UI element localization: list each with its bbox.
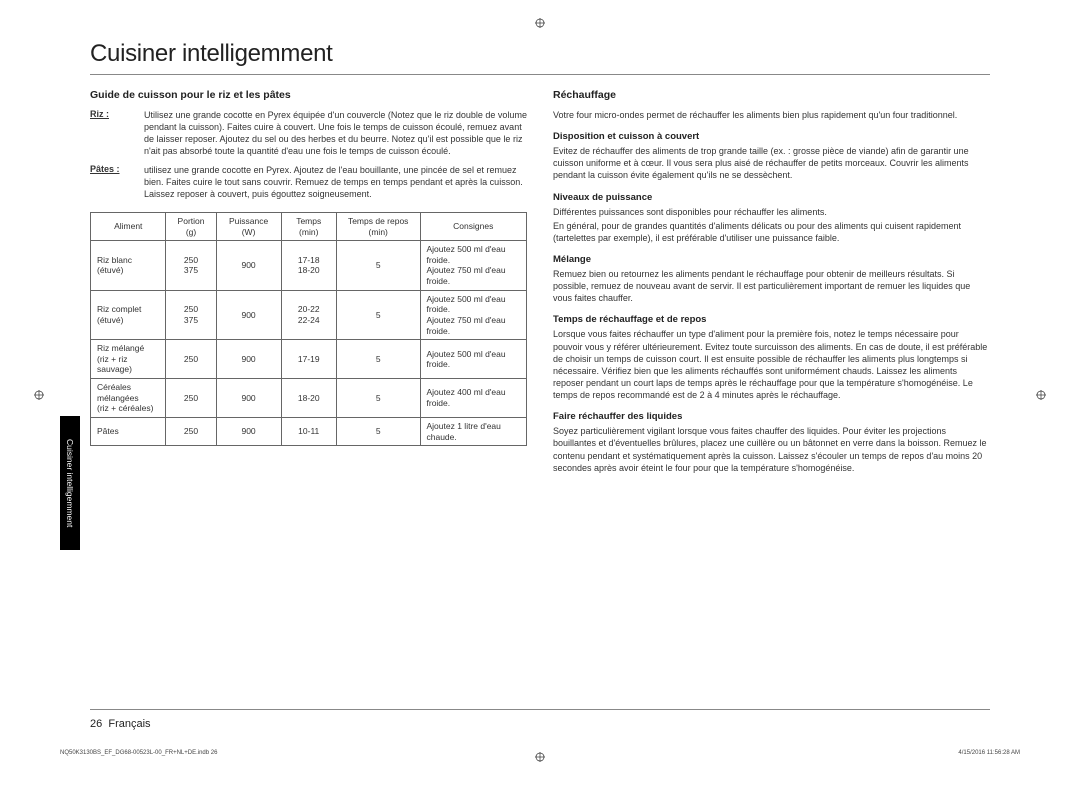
side-tab: Cuisiner intelligemment	[60, 416, 80, 550]
footer-page: 26	[90, 718, 102, 730]
right-column: Réchauffage Votre four micro-ondes perme…	[553, 89, 990, 476]
table-cell: 250375	[166, 290, 216, 340]
table-row: Riz mélangé(riz + riz sauvage)25090017-1…	[91, 340, 527, 379]
table-cell: 10-11	[281, 417, 336, 445]
section-heading: Temps de réchauffage et de repos	[553, 314, 990, 325]
table-cell: 20-2222-24	[281, 290, 336, 340]
table-cell: 250	[166, 379, 216, 418]
section-heading: Faire réchauffer des liquides	[553, 411, 990, 422]
meta-bottom-right: 4/15/2016 11:56:28 AM	[958, 750, 1020, 756]
table-cell: 5	[336, 417, 420, 445]
table-cell: 17-19	[281, 340, 336, 379]
crop-mark-bottom	[535, 752, 545, 762]
definition-body: Utilisez une grande cocotte en Pyrex équ…	[144, 109, 527, 158]
table-cell: Ajoutez 400 ml d'eau froide.	[420, 379, 527, 418]
table-cell: Céréalesmélangées(riz + céréales)	[91, 379, 166, 418]
definition-row: Pâtes : utilisez une grande cocotte en P…	[90, 164, 527, 200]
section-paragraph: Lorsque vous faites réchauffer un type d…	[553, 328, 990, 401]
left-column: Guide de cuisson pour le riz et les pâte…	[90, 89, 527, 476]
table-cell: 250	[166, 417, 216, 445]
section-heading: Mélange	[553, 254, 990, 265]
table-cell: Riz complet(étuvé)	[91, 290, 166, 340]
meta-bottom-left: NQ50K3130BS_EF_DG68-00523L-00_FR+NL+DE.i…	[60, 750, 217, 756]
definition-term: Riz :	[90, 109, 134, 158]
table-row: Céréalesmélangées(riz + céréales)2509001…	[91, 379, 527, 418]
table-row: Riz blanc(étuvé)25037590017-1818-205Ajou…	[91, 241, 527, 291]
columns: Guide de cuisson pour le riz et les pâte…	[90, 89, 990, 476]
page-title: Cuisiner intelligemment	[90, 40, 990, 68]
left-heading: Guide de cuisson pour le riz et les pâte…	[90, 89, 527, 101]
th-aliment: Aliment	[91, 212, 166, 240]
definition-term: Pâtes :	[90, 164, 134, 200]
th-puissance: Puissance (W)	[216, 212, 281, 240]
right-heading: Réchauffage	[553, 89, 990, 101]
th-repos: Temps de repos (min)	[336, 212, 420, 240]
table-cell: 5	[336, 241, 420, 291]
table-cell: 5	[336, 379, 420, 418]
table-cell: 900	[216, 290, 281, 340]
table-cell: 5	[336, 340, 420, 379]
section-heading: Disposition et cuisson à couvert	[553, 131, 990, 142]
table-cell: 900	[216, 379, 281, 418]
table-cell: 250	[166, 340, 216, 379]
section-paragraph: En général, pour de grandes quantités d'…	[553, 220, 990, 244]
footer-rule	[90, 709, 990, 710]
table-cell: 5	[336, 290, 420, 340]
table-cell: 17-1818-20	[281, 241, 336, 291]
table-row: Riz complet(étuvé)25037590020-2222-245Aj…	[91, 290, 527, 340]
definition-row: Riz : Utilisez une grande cocotte en Pyr…	[90, 109, 527, 158]
section-paragraph: Différentes puissances sont disponibles …	[553, 206, 990, 218]
th-temps: Temps (min)	[281, 212, 336, 240]
table-header-row: Aliment Portion (g) Puissance (W) Temps …	[91, 212, 527, 240]
table-cell: 900	[216, 340, 281, 379]
section-paragraph: Soyez particulièrement vigilant lorsque …	[553, 425, 990, 474]
table-cell: 900	[216, 241, 281, 291]
table-cell: 18-20	[281, 379, 336, 418]
footer-lang: Français	[108, 718, 150, 730]
right-intro: Votre four micro-ondes permet de réchauf…	[553, 109, 990, 121]
definition-body: utilisez une grande cocotte en Pyrex. Aj…	[144, 164, 527, 200]
table-cell: Ajoutez 500 ml d'eau froide.Ajoutez 750 …	[420, 290, 527, 340]
th-portion: Portion (g)	[166, 212, 216, 240]
table-cell: 900	[216, 417, 281, 445]
cooking-table: Aliment Portion (g) Puissance (W) Temps …	[90, 212, 527, 446]
th-consignes: Consignes	[420, 212, 527, 240]
table-cell: Ajoutez 500 ml d'eau froide.Ajoutez 750 …	[420, 241, 527, 291]
section-paragraph: Remuez bien ou retournez les aliments pe…	[553, 268, 990, 304]
title-rule	[90, 74, 990, 75]
table-cell: Riz mélangé(riz + riz sauvage)	[91, 340, 166, 379]
table-cell: 250375	[166, 241, 216, 291]
table-cell: Pâtes	[91, 417, 166, 445]
footer-left: 26 Français	[90, 718, 151, 730]
table-row: Pâtes25090010-115Ajoutez 1 litre d'eau c…	[91, 417, 527, 445]
page: Cuisiner intelligemment Guide de cuisson…	[0, 0, 1080, 516]
section-paragraph: Evitez de réchauffer des aliments de tro…	[553, 145, 990, 181]
table-cell: Riz blanc(étuvé)	[91, 241, 166, 291]
table-cell: Ajoutez 500 ml d'eau froide.	[420, 340, 527, 379]
table-cell: Ajoutez 1 litre d'eau chaude.	[420, 417, 527, 445]
section-heading: Niveaux de puissance	[553, 192, 990, 203]
